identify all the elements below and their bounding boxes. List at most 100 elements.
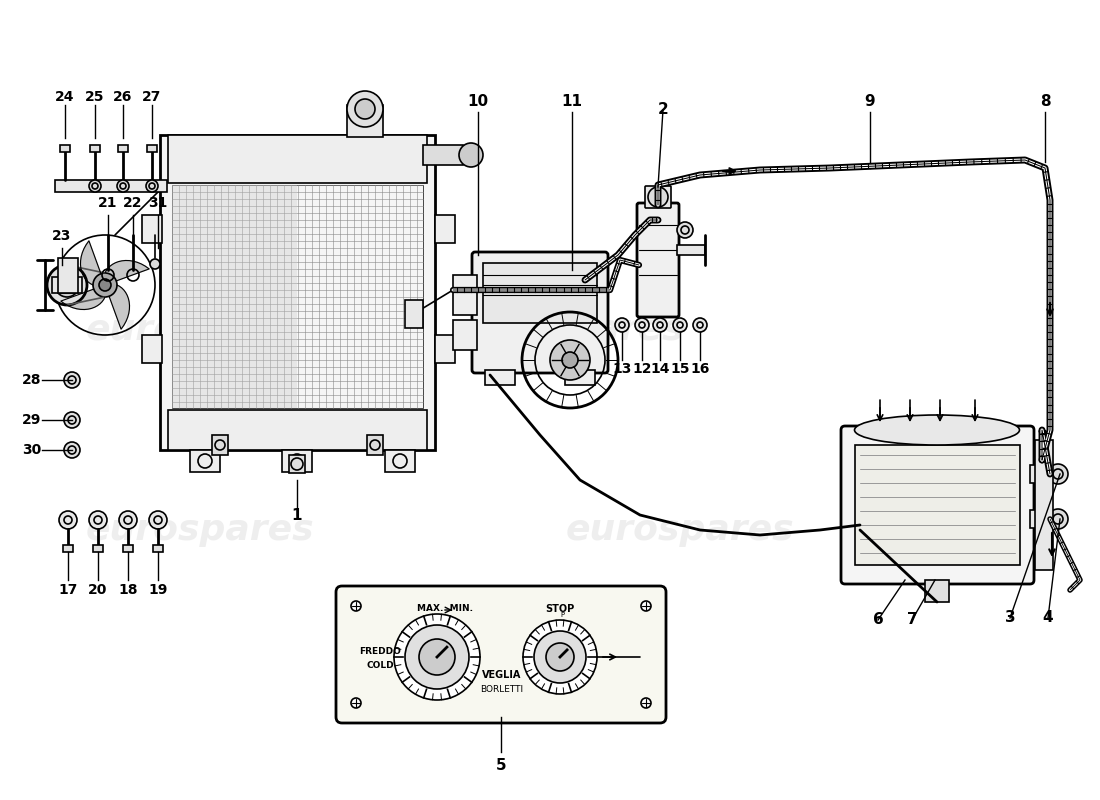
Bar [90, 145, 100, 152]
Circle shape [47, 265, 87, 305]
Bar [1030, 465, 1050, 483]
Bar [160, 135, 434, 450]
FancyBboxPatch shape [842, 426, 1034, 584]
Bar [453, 320, 477, 350]
Text: STOP: STOP [546, 604, 574, 614]
Circle shape [351, 601, 361, 611]
Circle shape [1048, 464, 1068, 484]
Text: MAX.  MIN.: MAX. MIN. [417, 604, 473, 613]
Bar [168, 410, 427, 450]
Circle shape [99, 279, 111, 291]
Text: 24: 24 [55, 90, 75, 104]
Bar [147, 145, 157, 152]
Bar [453, 275, 477, 315]
Bar [676, 245, 705, 255]
Circle shape [89, 180, 101, 192]
Text: BORLETTI: BORLETTI [481, 685, 524, 694]
Text: VEGLIA: VEGLIA [482, 670, 521, 680]
Circle shape [148, 511, 167, 529]
Text: 25: 25 [86, 90, 104, 104]
Circle shape [641, 698, 651, 708]
Text: 1: 1 [292, 507, 302, 522]
Bar [172, 185, 297, 408]
Text: 28: 28 [22, 373, 42, 387]
Bar [63, 545, 73, 552]
Circle shape [693, 318, 707, 332]
Text: eurospares: eurospares [455, 313, 684, 347]
Circle shape [641, 601, 651, 611]
Circle shape [522, 620, 597, 694]
Circle shape [119, 511, 138, 529]
Text: 23: 23 [53, 229, 72, 243]
Text: 13: 13 [613, 362, 631, 376]
Circle shape [635, 318, 649, 332]
Bar [346, 105, 383, 137]
Circle shape [534, 631, 586, 683]
Text: 18: 18 [119, 583, 138, 597]
Polygon shape [104, 261, 150, 281]
Bar [1030, 510, 1050, 528]
Text: 15: 15 [670, 362, 690, 376]
Polygon shape [109, 285, 130, 329]
Text: 9: 9 [865, 94, 876, 110]
Circle shape [550, 340, 590, 380]
Text: 21: 21 [98, 196, 118, 210]
Bar [142, 215, 162, 243]
Bar [434, 335, 455, 363]
Text: 20: 20 [88, 583, 108, 597]
Bar [424, 145, 463, 165]
Text: 11: 11 [561, 94, 583, 110]
Text: eurospares: eurospares [86, 313, 315, 347]
Text: 26: 26 [113, 90, 133, 104]
Text: 14: 14 [650, 362, 670, 376]
Circle shape [89, 511, 107, 529]
Bar [434, 215, 455, 243]
Ellipse shape [855, 415, 1020, 445]
Circle shape [59, 511, 77, 529]
Bar [925, 580, 949, 602]
Circle shape [64, 442, 80, 458]
Bar [565, 370, 595, 385]
Circle shape [459, 143, 483, 167]
Bar [190, 450, 220, 472]
Circle shape [1048, 509, 1068, 529]
Bar [118, 145, 128, 152]
Text: 10: 10 [468, 94, 488, 110]
Circle shape [394, 614, 480, 700]
FancyBboxPatch shape [336, 586, 666, 723]
Circle shape [55, 273, 79, 297]
Text: 12: 12 [632, 362, 651, 376]
Bar [153, 545, 163, 552]
Circle shape [64, 412, 80, 428]
Circle shape [351, 698, 361, 708]
Polygon shape [60, 289, 104, 310]
Circle shape [419, 639, 455, 675]
Text: 30: 30 [22, 443, 42, 457]
Text: 27: 27 [142, 90, 162, 104]
Bar [123, 545, 133, 552]
Circle shape [150, 259, 160, 269]
Text: 7: 7 [906, 613, 917, 627]
Circle shape [562, 352, 578, 368]
Circle shape [676, 222, 693, 238]
Text: P: P [560, 612, 564, 618]
Text: 4: 4 [1043, 610, 1054, 626]
Bar [483, 263, 597, 323]
Bar [52, 277, 82, 293]
Circle shape [94, 273, 117, 297]
Bar [142, 335, 162, 363]
Text: 22: 22 [123, 196, 143, 210]
Circle shape [615, 318, 629, 332]
Bar [855, 445, 1020, 565]
Circle shape [62, 280, 72, 290]
Circle shape [653, 318, 667, 332]
Text: 19: 19 [148, 583, 167, 597]
Circle shape [64, 372, 80, 388]
Circle shape [117, 180, 129, 192]
Text: 6: 6 [872, 613, 883, 627]
Bar [55, 180, 167, 192]
Bar [405, 300, 424, 328]
Text: 8: 8 [1040, 94, 1050, 110]
Bar [1035, 440, 1053, 570]
Circle shape [546, 643, 574, 671]
